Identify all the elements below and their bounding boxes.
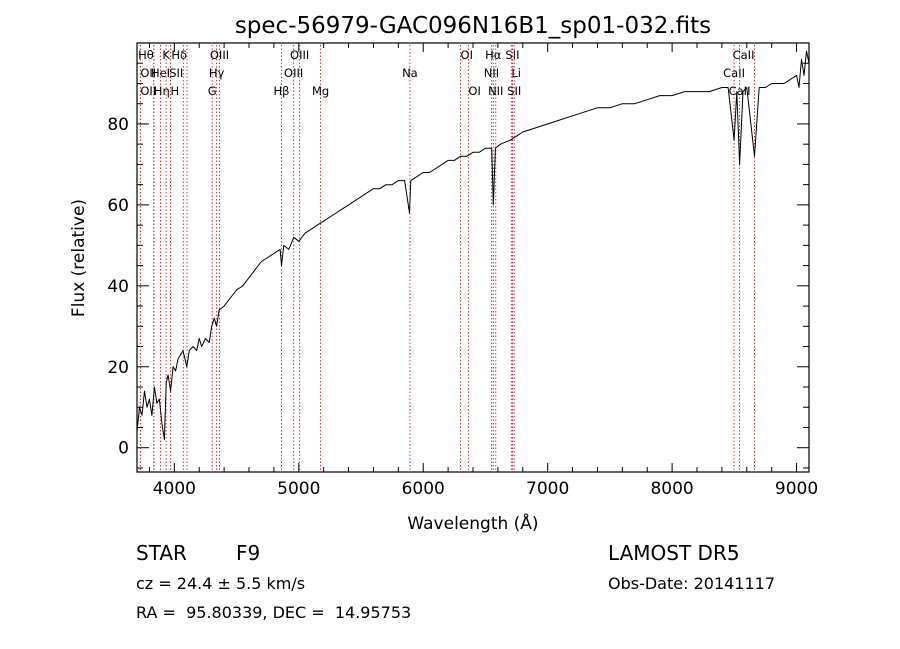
line-marker-label: Hδ xyxy=(171,48,187,62)
line-marker-label: SII xyxy=(169,66,183,80)
line-marker-label: Hη xyxy=(154,84,170,98)
x-tick-label: 8000 xyxy=(650,479,693,499)
spectrum-line xyxy=(136,50,810,441)
object-class: STAR xyxy=(136,541,187,565)
x-tick-label: 9000 xyxy=(775,479,818,499)
x-tick-label: 7000 xyxy=(526,479,569,499)
line-marker-label: SII xyxy=(507,84,521,98)
x-tick-label: 5000 xyxy=(277,479,320,499)
line-marker-label: NII xyxy=(484,66,499,80)
line-marker-label: OIII xyxy=(290,48,309,62)
y-tick-label: 20 xyxy=(107,358,129,378)
y-tick-label: 80 xyxy=(107,115,129,135)
line-marker-label: Na xyxy=(402,66,418,80)
x-tick-label: 4000 xyxy=(153,479,196,499)
line-marker-label: Mg xyxy=(312,84,329,98)
axis-ticks: 4000 5000 6000 7000 8000 9000 0 20 40 60 80 xyxy=(107,43,818,499)
line-marker-label: CaII xyxy=(729,84,751,98)
observation-date: Obs-Date: 20141117 xyxy=(608,574,776,593)
y-tick-label: 40 xyxy=(107,277,129,297)
line-marker-label: Li xyxy=(511,66,521,80)
line-marker-label: OIII xyxy=(284,66,303,80)
line-marker-label: OII xyxy=(140,66,156,80)
object-subclass: F9 xyxy=(236,541,261,565)
y-tick-label: 0 xyxy=(118,439,129,459)
line-marker-label: Hβ xyxy=(273,84,289,98)
line-marker-label: K xyxy=(162,48,170,62)
line-marker-label: G xyxy=(208,84,217,98)
plot-frame xyxy=(136,42,810,473)
y-axis-label: Flux (relative) xyxy=(69,199,89,317)
x-axis-label: Wavelength (Å) xyxy=(407,512,538,534)
line-marker-label: OI xyxy=(461,48,473,62)
line-marker-label: Hα xyxy=(485,48,502,62)
survey-label: LAMOST DR5 xyxy=(608,541,740,565)
spectral-line-markers: HθOIIOIIHeIHηKHSIIHδHγGOIIIHβOIIIOIIIMgN… xyxy=(138,45,755,472)
x-tick-label: 6000 xyxy=(402,479,445,499)
line-marker-label: SII xyxy=(505,48,519,62)
redshift-velocity: cz = 24.4 ± 5.5 km/s xyxy=(136,574,306,593)
line-marker-label: CaII xyxy=(723,66,745,80)
line-marker-label: OII xyxy=(140,84,156,98)
chart-title: spec-56979-GAC096N16B1_sp01-032.fits xyxy=(235,13,711,39)
line-marker-label: OI xyxy=(468,84,480,98)
line-marker-label: CaII xyxy=(733,48,755,62)
sky-coordinates: RA = 95.80339, DEC = 14.95753 xyxy=(136,603,412,622)
line-marker-label: OIII xyxy=(210,48,229,62)
y-tick-label: 60 xyxy=(107,196,129,216)
line-marker-label: NII xyxy=(488,84,503,98)
line-marker-label: HeI xyxy=(151,66,170,80)
spectrum-series xyxy=(136,50,810,441)
line-marker-label: Hγ xyxy=(209,66,225,80)
line-marker-label: H xyxy=(170,84,179,98)
line-marker-label: Hθ xyxy=(138,48,154,62)
